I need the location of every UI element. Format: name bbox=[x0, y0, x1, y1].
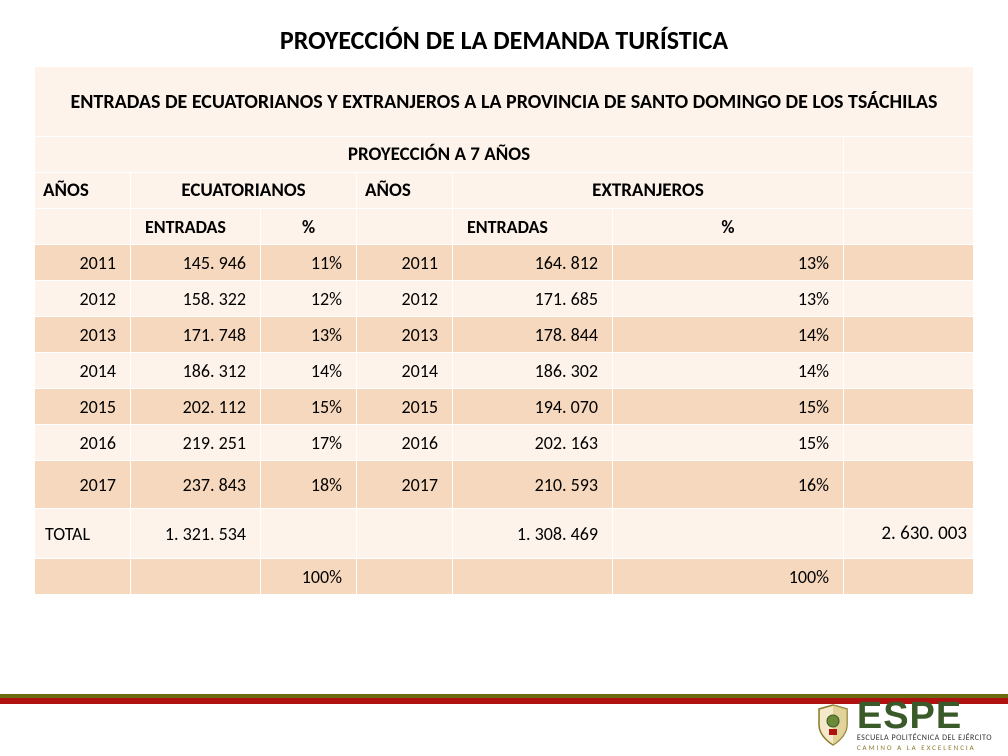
cell-pct-b: 13% bbox=[613, 245, 844, 281]
espe-logo: E S P E ESCUELA POLITÉCNICA DEL EJÉRCITO… bbox=[815, 697, 992, 752]
cell-entries-b: 171. 685 bbox=[453, 281, 613, 317]
cell-year-a: 2012 bbox=[35, 281, 131, 317]
cell-entries-a: 219. 251 bbox=[131, 425, 261, 461]
table-row-100pct: 100% 100% bbox=[35, 559, 974, 595]
table-row: 2012158. 32212%2012171. 68513% bbox=[35, 281, 974, 317]
cell-blank bbox=[843, 317, 973, 353]
subheader-pct-b: % bbox=[613, 209, 844, 245]
cell-year-b: 2011 bbox=[357, 245, 453, 281]
table-row: 2011145. 94611%2011164. 81213% bbox=[35, 245, 974, 281]
cell-entries-a: 237. 843 bbox=[131, 461, 261, 509]
table-row: 2013171. 74813%2013178. 84414% bbox=[35, 317, 974, 353]
cell-blank bbox=[843, 461, 973, 509]
cell-entries-b: 202. 163 bbox=[453, 425, 613, 461]
col-header-gap bbox=[843, 173, 973, 209]
cell-pct-b: 15% bbox=[613, 389, 844, 425]
pct100-blank-b bbox=[131, 559, 261, 595]
table-row: 2017237. 84318%2017210. 59316% bbox=[35, 461, 974, 509]
cell-entries-b: 186. 302 bbox=[453, 353, 613, 389]
total-ecu: 1. 321. 534 bbox=[131, 509, 261, 559]
cell-pct-a: 12% bbox=[261, 281, 357, 317]
col-header-years-b: AÑOS bbox=[357, 173, 453, 209]
cell-blank bbox=[843, 245, 973, 281]
cell-year-a: 2016 bbox=[35, 425, 131, 461]
cell-year-b: 2014 bbox=[357, 353, 453, 389]
table-row: 2016219. 25117%2016202. 16315% bbox=[35, 425, 974, 461]
cell-year-a: 2014 bbox=[35, 353, 131, 389]
subheader-blank-a bbox=[35, 209, 131, 245]
espe-letter: E bbox=[936, 697, 960, 735]
cell-pct-b: 15% bbox=[613, 425, 844, 461]
cell-year-a: 2015 bbox=[35, 389, 131, 425]
total-blank-b bbox=[357, 509, 453, 559]
total-label: TOTAL bbox=[35, 509, 131, 559]
cell-entries-b: 164. 812 bbox=[453, 245, 613, 281]
cell-entries-a: 186. 312 bbox=[131, 353, 261, 389]
espe-tagline-1: ESCUELA POLITÉCNICA DEL EJÉRCITO bbox=[857, 733, 992, 743]
projection-table: ENTRADAS DE ECUATORIANOS Y EXTRANJEROS A… bbox=[34, 66, 974, 595]
table-super-header: ENTRADAS DE ECUATORIANOS Y EXTRANJEROS A… bbox=[35, 67, 974, 137]
cell-blank bbox=[843, 281, 973, 317]
pct100-blank-e bbox=[843, 559, 973, 595]
cell-entries-a: 171. 748 bbox=[131, 317, 261, 353]
cell-pct-a: 18% bbox=[261, 461, 357, 509]
cell-pct-b: 14% bbox=[613, 317, 844, 353]
col-header-group-b: EXTRANJEROS bbox=[453, 173, 844, 209]
pct100-blank-a bbox=[35, 559, 131, 595]
shield-icon bbox=[815, 703, 851, 747]
espe-letter: P bbox=[910, 697, 934, 735]
cell-pct-a: 17% bbox=[261, 425, 357, 461]
grand-total: 2. 630. 003 bbox=[843, 509, 973, 559]
pct100-a: 100% bbox=[261, 559, 357, 595]
espe-tagline-2: CAMINO A LA EXCELENCIA bbox=[857, 743, 976, 752]
espe-letter: S bbox=[883, 697, 907, 735]
col-header-years-a: AÑOS bbox=[35, 173, 131, 209]
cell-entries-b: 178. 844 bbox=[453, 317, 613, 353]
pct100-b: 100% bbox=[613, 559, 844, 595]
total-ext: 1. 308. 469 bbox=[453, 509, 613, 559]
total-blank-c bbox=[613, 509, 844, 559]
cell-blank bbox=[843, 353, 973, 389]
subheader-pct-a: % bbox=[261, 209, 357, 245]
cell-blank bbox=[843, 425, 973, 461]
cell-entries-a: 145. 946 bbox=[131, 245, 261, 281]
cell-pct-b: 14% bbox=[613, 353, 844, 389]
subheader-entries-a: ENTRADAS bbox=[131, 209, 261, 245]
cell-year-a: 2013 bbox=[35, 317, 131, 353]
cell-pct-b: 16% bbox=[613, 461, 844, 509]
subheader-blank-b bbox=[357, 209, 453, 245]
cell-pct-a: 13% bbox=[261, 317, 357, 353]
cell-year-a: 2011 bbox=[35, 245, 131, 281]
col-header-group-a: ECUATORIANOS bbox=[131, 173, 357, 209]
espe-letter: E bbox=[857, 697, 881, 735]
table-projection-header: PROYECCIÓN A 7 AÑOS bbox=[35, 137, 844, 173]
cell-entries-b: 194. 070 bbox=[453, 389, 613, 425]
cell-year-b: 2015 bbox=[357, 389, 453, 425]
cell-pct-b: 13% bbox=[613, 281, 844, 317]
cell-entries-a: 158. 322 bbox=[131, 281, 261, 317]
table-container: ENTRADAS DE ECUATORIANOS Y EXTRANJEROS A… bbox=[0, 66, 1008, 595]
cell-year-b: 2016 bbox=[357, 425, 453, 461]
table-row: 2015202. 11215%2015194. 07015% bbox=[35, 389, 974, 425]
subheader-blank-c bbox=[843, 209, 973, 245]
cell-pct-a: 14% bbox=[261, 353, 357, 389]
cell-pct-a: 11% bbox=[261, 245, 357, 281]
cell-year-b: 2017 bbox=[357, 461, 453, 509]
table-projection-header-gap bbox=[843, 137, 973, 173]
cell-entries-a: 202. 112 bbox=[131, 389, 261, 425]
total-blank-a bbox=[261, 509, 357, 559]
pct100-blank-d bbox=[453, 559, 613, 595]
table-row: 2014186. 31214%2014186. 30214% bbox=[35, 353, 974, 389]
cell-pct-a: 15% bbox=[261, 389, 357, 425]
cell-year-a: 2017 bbox=[35, 461, 131, 509]
table-row-total: TOTAL 1. 321. 534 1. 308. 469 2. 630. 00… bbox=[35, 509, 974, 559]
slide-title: PROYECCIÓN DE LA DEMANDA TURÍSTICA bbox=[0, 0, 1008, 66]
espe-letters: E S P E bbox=[857, 697, 960, 735]
pct100-blank-c bbox=[357, 559, 453, 595]
cell-entries-b: 210. 593 bbox=[453, 461, 613, 509]
cell-year-b: 2013 bbox=[357, 317, 453, 353]
cell-year-b: 2012 bbox=[357, 281, 453, 317]
subheader-entries-b: ENTRADAS bbox=[453, 209, 613, 245]
cell-blank bbox=[843, 389, 973, 425]
